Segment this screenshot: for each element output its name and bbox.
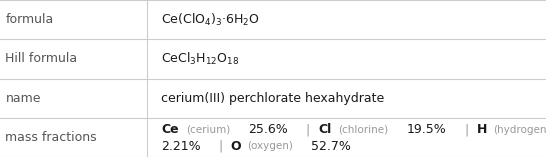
Text: Ce: Ce [161, 123, 179, 136]
Text: formula: formula [5, 13, 54, 26]
Text: Ce(ClO$_4$)$_3$·6H$_2$O: Ce(ClO$_4$)$_3$·6H$_2$O [161, 12, 260, 28]
Text: mass fractions: mass fractions [5, 131, 97, 144]
Text: 2.21%: 2.21% [161, 140, 201, 152]
Text: cerium(III) perchlorate hexahydrate: cerium(III) perchlorate hexahydrate [161, 92, 384, 105]
Text: (hydrogen): (hydrogen) [492, 125, 546, 135]
Text: |: | [465, 123, 469, 136]
Text: H: H [477, 123, 487, 136]
Text: |: | [306, 123, 310, 136]
Text: 25.6%: 25.6% [248, 123, 288, 136]
Text: O: O [231, 140, 241, 152]
Text: name: name [5, 92, 41, 105]
Text: Cl: Cl [318, 123, 331, 136]
Text: (cerium): (cerium) [187, 125, 231, 135]
Text: 19.5%: 19.5% [407, 123, 447, 136]
Text: (chlorine): (chlorine) [338, 125, 388, 135]
Text: CeCl$_3$H$_{12}$O$_{18}$: CeCl$_3$H$_{12}$O$_{18}$ [161, 51, 239, 67]
Text: 52.7%: 52.7% [311, 140, 351, 152]
Text: (oxygen): (oxygen) [247, 141, 293, 151]
Text: Hill formula: Hill formula [5, 52, 78, 65]
Text: |: | [219, 140, 223, 152]
